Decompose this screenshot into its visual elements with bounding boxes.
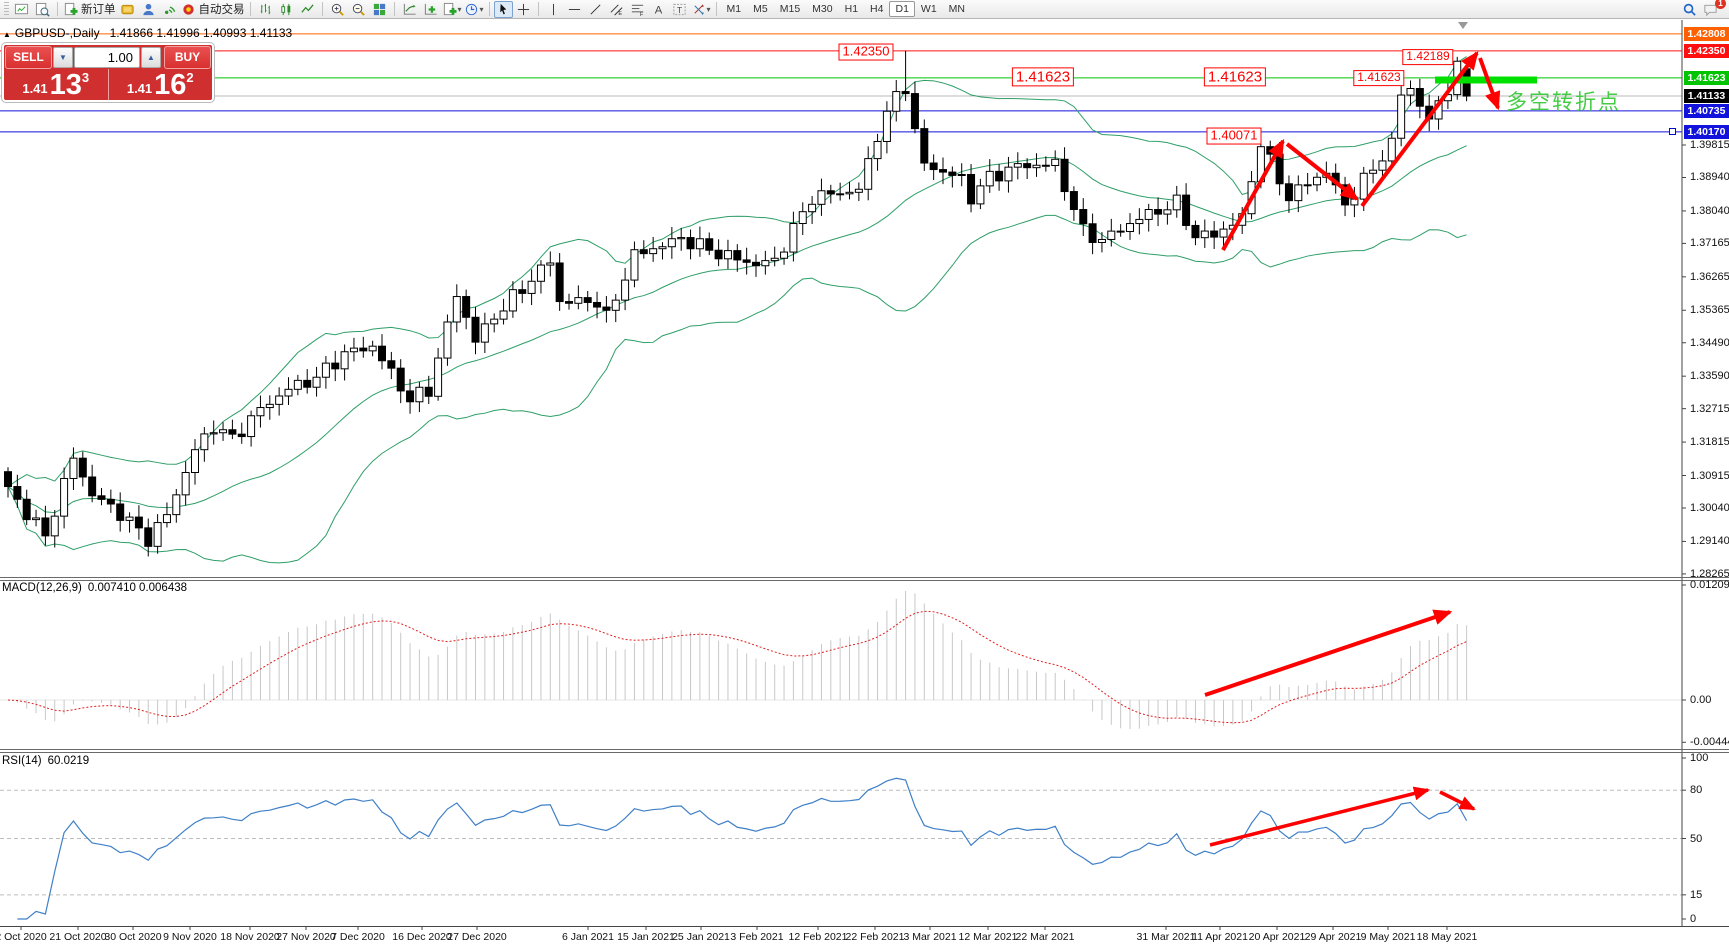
symbol-period-label: GBPUSD-,Daily [14,26,100,40]
auto-trading-button[interactable]: 自动交易 [180,1,246,18]
shapes-tool-icon[interactable]: ▾ [690,1,712,18]
notification-badge: 1 [1715,0,1726,9]
chart-shift-marker [1458,22,1468,29]
add-indicator-icon[interactable] [420,1,441,18]
toolbar-separator [715,2,717,16]
line-chart-type-icon[interactable] [297,1,318,18]
tf-button-m1[interactable]: M1 [726,3,742,15]
one-click-trade-panel: SELL ▼ ▲ BUY 1.41 13 3 1.41 16 2 [2,43,214,102]
new-order-label: 新订单 [81,4,116,16]
text-label-tool-icon[interactable]: T [669,1,690,18]
zoom-in-icon[interactable] [327,1,348,18]
dropdown-caret-icon: ▾ [706,4,711,14]
window-marker-icon: ▲ [3,30,11,39]
fibonacci-tool-icon[interactable]: F [627,1,648,18]
toolbar-grip[interactable] [4,2,9,16]
chart-window-icon[interactable] [11,1,32,18]
period-icon[interactable]: ▾ [463,1,485,18]
annotation-text: 多空转折点 [1506,91,1621,114]
sell-price-sup: 3 [81,70,90,85]
chart-title: ▲ GBPUSD-,Daily 1.41866 1.41996 1.40993 1.… [3,26,292,40]
text-tool-icon[interactable]: A [648,1,669,18]
auto-trading-label: 自动交易 [198,4,245,16]
community-icon[interactable] [138,1,159,18]
data-window-icon[interactable] [32,1,53,18]
macd-name: MACD(12,26,9) [2,582,82,594]
svg-text:F: F [639,12,643,17]
toolbar-separator [57,2,58,16]
buy-price-big: 16 [154,69,187,101]
tile-windows-icon[interactable] [369,1,390,18]
market-icon[interactable] [117,1,138,18]
rsi-name: RSI(14) [2,755,42,767]
dropdown-caret-icon: ▾ [479,4,484,14]
rsi-value: 60.0219 [47,755,90,767]
toolbar-separator [393,2,395,16]
zoom-out-icon[interactable] [348,1,369,18]
sell-price-big: 13 [49,69,82,101]
buy-price[interactable]: 1.41 16 2 [109,69,213,100]
new-chart-icon[interactable]: ▾ [441,1,463,18]
tf-button-m5[interactable]: M5 [753,3,768,15]
rsi-label: RSI(14) 60.0219 [2,755,89,767]
macd-label: MACD(12,26,9) 0.007410 0.006438 [2,582,187,594]
tf-button-h4[interactable]: H4 [870,3,884,15]
vertical-line-tool-icon[interactable] [543,1,564,18]
signal-icon[interactable] [159,1,180,18]
bar-chart-type-icon[interactable] [255,1,276,18]
tf-button-m15[interactable]: M15 [779,3,801,15]
ohlc-values: 1.41866 1.41996 1.40993 1.41133 [109,26,293,40]
tf-button-h1[interactable]: H1 [844,3,859,15]
indicator-list-icon[interactable] [399,1,420,18]
buy-price-sup: 2 [186,70,194,85]
dropdown-caret-icon: ▾ [457,4,462,14]
sell-button[interactable]: SELL [5,46,52,69]
toolbar-separator [537,2,539,16]
toolbar-separator [488,2,490,16]
buy-button[interactable]: BUY [164,46,211,69]
horizontal-line-tool-icon[interactable] [564,1,585,18]
tf-button-w1[interactable]: W1 [920,3,937,15]
volume-decrease-button[interactable]: ▼ [53,47,73,68]
candlestick-chart-type-icon[interactable] [276,1,297,18]
svg-text:E: E [618,11,622,17]
sell-price[interactable]: 1.41 13 3 [4,69,109,100]
toolbar-separator [249,2,251,16]
sell-price-prefix: 1.41 [22,81,48,96]
svg-text:A: A [654,4,662,16]
new-order-button[interactable]: 新订单 [62,1,117,18]
toolbar: 新订单 自动交易 ▾ ▾ E F A T ▾ M1 M5 M15 M30 H1 … [0,0,1729,19]
trendline-tool-icon[interactable] [585,1,606,18]
equidistant-channel-tool-icon[interactable]: E [606,1,627,18]
tf-button-mn[interactable]: MN [948,3,966,15]
volume-increase-button[interactable]: ▲ [141,47,161,68]
volume-input[interactable] [74,47,140,68]
macd-values: 0.007410 0.006438 [87,582,188,594]
toolbar-separator [321,2,323,16]
cursor-tool-icon[interactable] [493,0,513,18]
tf-button-d1[interactable]: D1 [889,1,915,17]
notifications-icon[interactable]: 1 [1700,0,1726,18]
search-icon[interactable] [1679,1,1700,18]
buy-price-prefix: 1.41 [126,81,153,96]
crosshair-tool-icon[interactable] [513,1,534,18]
tf-button-m30[interactable]: M30 [812,3,833,15]
svg-text:T: T [677,5,682,15]
